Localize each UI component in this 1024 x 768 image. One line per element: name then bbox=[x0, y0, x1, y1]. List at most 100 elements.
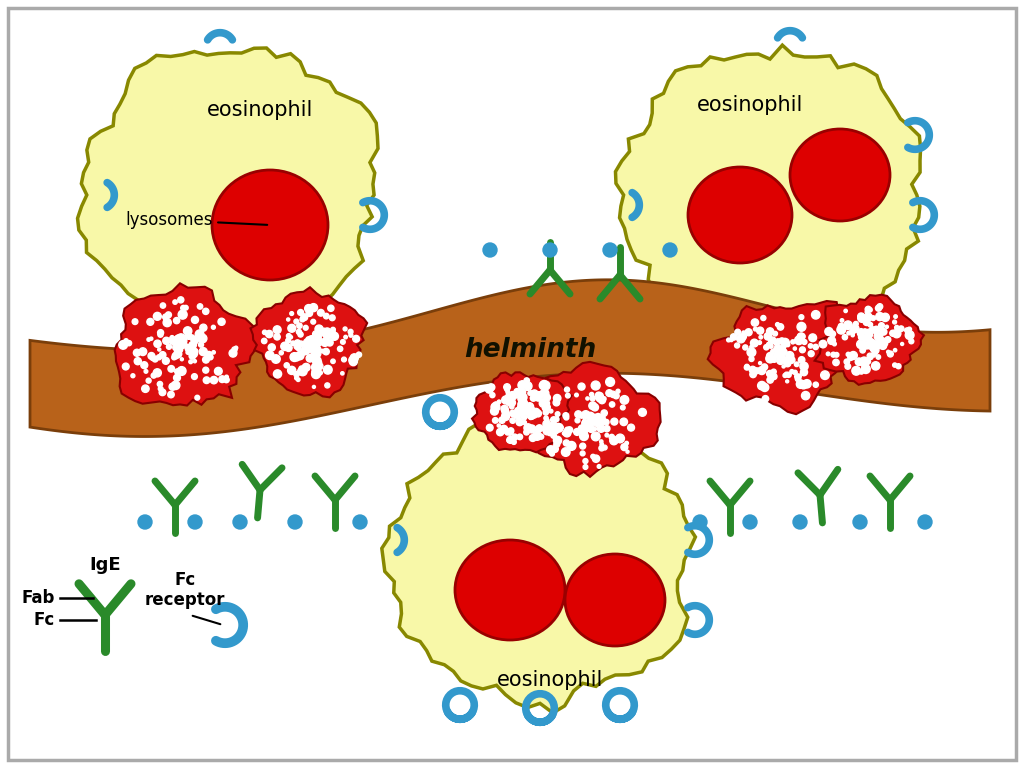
Circle shape bbox=[191, 336, 199, 344]
Circle shape bbox=[609, 436, 618, 445]
Circle shape bbox=[819, 340, 826, 348]
Circle shape bbox=[262, 330, 267, 335]
Circle shape bbox=[575, 418, 580, 423]
Circle shape bbox=[493, 418, 498, 423]
Circle shape bbox=[523, 382, 532, 390]
Circle shape bbox=[490, 407, 499, 415]
Circle shape bbox=[189, 342, 197, 349]
Circle shape bbox=[189, 335, 195, 340]
Circle shape bbox=[781, 345, 785, 349]
Circle shape bbox=[191, 374, 198, 379]
Circle shape bbox=[311, 369, 321, 379]
Circle shape bbox=[541, 390, 546, 396]
Circle shape bbox=[544, 416, 548, 420]
Circle shape bbox=[551, 426, 559, 434]
Circle shape bbox=[163, 315, 168, 320]
Circle shape bbox=[352, 336, 359, 343]
Circle shape bbox=[589, 428, 594, 432]
Circle shape bbox=[530, 412, 538, 419]
Circle shape bbox=[777, 346, 783, 353]
Circle shape bbox=[601, 410, 607, 416]
Circle shape bbox=[543, 399, 547, 402]
Circle shape bbox=[876, 343, 882, 348]
Circle shape bbox=[778, 350, 782, 353]
Circle shape bbox=[867, 329, 870, 333]
Circle shape bbox=[141, 362, 147, 369]
Circle shape bbox=[519, 399, 527, 408]
Circle shape bbox=[845, 363, 851, 369]
Circle shape bbox=[540, 381, 548, 390]
Circle shape bbox=[727, 338, 730, 342]
Circle shape bbox=[580, 428, 583, 432]
Circle shape bbox=[173, 336, 181, 344]
Circle shape bbox=[527, 425, 536, 433]
Circle shape bbox=[175, 335, 182, 343]
Circle shape bbox=[603, 419, 609, 425]
Circle shape bbox=[183, 343, 188, 348]
Circle shape bbox=[877, 303, 883, 310]
Circle shape bbox=[555, 399, 558, 402]
Circle shape bbox=[605, 433, 608, 437]
Circle shape bbox=[173, 300, 177, 304]
Circle shape bbox=[786, 372, 792, 377]
Circle shape bbox=[530, 390, 539, 397]
Circle shape bbox=[158, 329, 164, 336]
Circle shape bbox=[869, 340, 874, 345]
Circle shape bbox=[524, 424, 532, 432]
Circle shape bbox=[315, 325, 324, 333]
PathPatch shape bbox=[815, 295, 924, 385]
Circle shape bbox=[522, 383, 527, 389]
Circle shape bbox=[742, 345, 748, 350]
Circle shape bbox=[517, 407, 523, 412]
Circle shape bbox=[485, 386, 494, 393]
Circle shape bbox=[793, 370, 798, 375]
Circle shape bbox=[520, 402, 526, 409]
Circle shape bbox=[600, 415, 605, 420]
Circle shape bbox=[581, 429, 587, 435]
Circle shape bbox=[524, 408, 532, 415]
Circle shape bbox=[584, 421, 592, 429]
Circle shape bbox=[203, 367, 209, 373]
Circle shape bbox=[507, 436, 514, 443]
Circle shape bbox=[299, 366, 304, 371]
Circle shape bbox=[324, 313, 329, 319]
Circle shape bbox=[879, 342, 886, 349]
Circle shape bbox=[350, 354, 358, 362]
Circle shape bbox=[519, 408, 523, 412]
Circle shape bbox=[584, 429, 588, 432]
Circle shape bbox=[212, 351, 215, 354]
Circle shape bbox=[483, 243, 497, 257]
Circle shape bbox=[583, 458, 588, 464]
Circle shape bbox=[547, 445, 555, 454]
Circle shape bbox=[325, 383, 330, 388]
Circle shape bbox=[173, 344, 179, 351]
Circle shape bbox=[512, 434, 518, 440]
Circle shape bbox=[730, 334, 737, 340]
Circle shape bbox=[590, 396, 595, 401]
Circle shape bbox=[850, 329, 855, 335]
PathPatch shape bbox=[615, 45, 921, 354]
Circle shape bbox=[139, 348, 146, 356]
Circle shape bbox=[551, 445, 558, 452]
Circle shape bbox=[174, 341, 182, 349]
Circle shape bbox=[625, 442, 629, 445]
Circle shape bbox=[801, 369, 808, 376]
Circle shape bbox=[774, 345, 782, 353]
Circle shape bbox=[286, 338, 291, 343]
Circle shape bbox=[288, 324, 296, 333]
Circle shape bbox=[596, 422, 601, 427]
Circle shape bbox=[543, 243, 557, 257]
Circle shape bbox=[860, 357, 868, 366]
Circle shape bbox=[544, 393, 547, 396]
Circle shape bbox=[868, 339, 871, 342]
Circle shape bbox=[758, 366, 766, 375]
Circle shape bbox=[867, 308, 872, 312]
Circle shape bbox=[341, 372, 344, 375]
Circle shape bbox=[600, 442, 603, 446]
Text: Fc
receptor: Fc receptor bbox=[144, 571, 225, 609]
Circle shape bbox=[169, 337, 174, 343]
Circle shape bbox=[169, 383, 176, 390]
Circle shape bbox=[848, 355, 854, 360]
Circle shape bbox=[597, 465, 601, 468]
Circle shape bbox=[841, 319, 844, 323]
